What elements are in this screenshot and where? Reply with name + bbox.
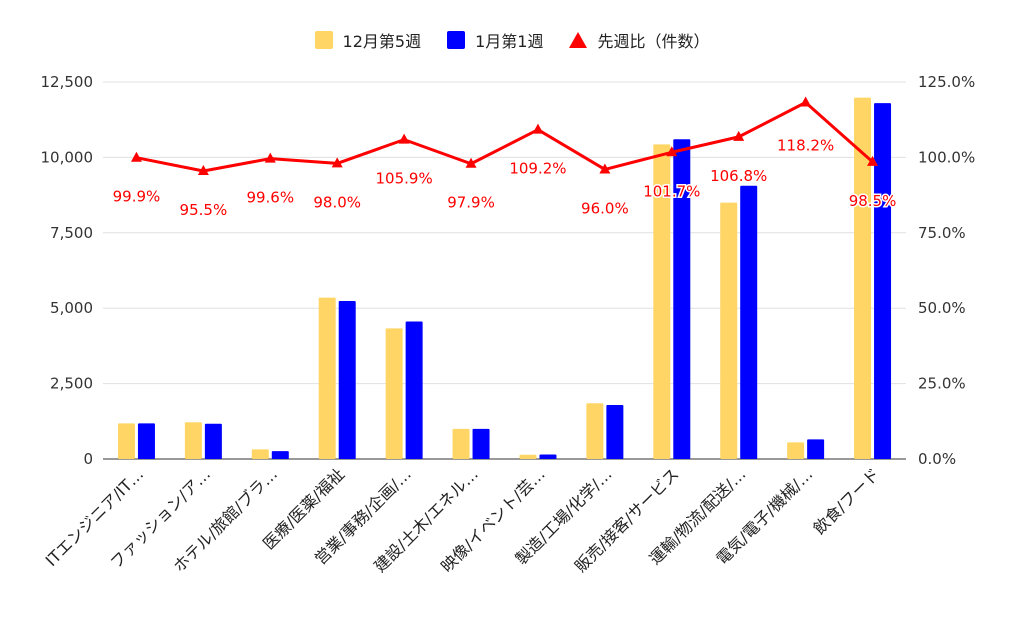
legend-triangle-icon bbox=[569, 32, 588, 48]
ratio-point bbox=[398, 133, 410, 144]
ratio-data-label: 99.9% bbox=[113, 188, 161, 206]
bar-jan-week1 bbox=[673, 139, 691, 459]
ratio-point bbox=[867, 155, 879, 166]
bar-dec-week5 bbox=[787, 442, 805, 459]
ratio-data-label: 96.0% bbox=[581, 199, 629, 217]
bar-jan-week1 bbox=[405, 321, 423, 459]
ratio-point bbox=[532, 123, 544, 134]
bar-dec-week5 bbox=[385, 328, 403, 459]
left-tick-label: 2,500 bbox=[50, 375, 93, 393]
ratio-point bbox=[733, 130, 745, 141]
ratio-data-label: 105.9% bbox=[376, 170, 433, 188]
left-tick-label: 10,000 bbox=[41, 148, 94, 166]
right-tick-label: 25.0% bbox=[918, 375, 966, 393]
right-tick-label: 0.0% bbox=[918, 450, 956, 468]
bar-dec-week5 bbox=[117, 423, 135, 459]
left-tick-label: 5,000 bbox=[50, 299, 93, 317]
ratio-data-label: 98.0% bbox=[313, 193, 361, 211]
legend-item-dec-week5: 12月第5週 bbox=[314, 28, 422, 52]
legend-swatch-jan-week1 bbox=[447, 31, 466, 49]
bar-jan-week1 bbox=[539, 454, 557, 459]
ratio-data-label: 106.8% bbox=[710, 167, 767, 185]
ratio-point bbox=[264, 152, 276, 163]
ratio-point bbox=[599, 163, 611, 174]
ratio-line bbox=[136, 101, 874, 173]
legend: 12月第5週 1月第1週 先週比（件数） bbox=[0, 28, 1024, 52]
bar-jan-week1 bbox=[740, 185, 758, 459]
bar-dec-week5 bbox=[586, 403, 604, 459]
bar-jan-week1 bbox=[204, 423, 222, 459]
bar-jan-week1 bbox=[807, 439, 825, 459]
ratio-data-label: 97.9% bbox=[447, 194, 495, 212]
ratio-point bbox=[197, 164, 209, 175]
bar-dec-week5 bbox=[519, 454, 537, 459]
ratio-point bbox=[800, 96, 812, 107]
left-tick-label: 0 bbox=[83, 450, 93, 468]
right-tick-label: 125.0% bbox=[918, 73, 975, 91]
category-label: 飲食/フード bbox=[810, 464, 884, 538]
bar-dec-week5 bbox=[854, 97, 872, 459]
bar-jan-week1 bbox=[874, 103, 892, 459]
legend-label-jan-week1: 1月第1週 bbox=[475, 32, 544, 51]
bar-dec-week5 bbox=[653, 144, 671, 459]
legend-item-week-ratio: 先週比（件数） bbox=[569, 28, 709, 52]
ratio-point bbox=[130, 151, 142, 162]
bar-jan-week1 bbox=[338, 300, 356, 459]
bar-dec-week5 bbox=[720, 202, 738, 459]
right-tick-label: 100.0% bbox=[918, 148, 975, 166]
bar-jan-week1 bbox=[472, 428, 490, 459]
left-tick-label: 12,500 bbox=[41, 73, 94, 91]
bar-jan-week1 bbox=[271, 451, 289, 459]
ratio-data-label: 118.2% bbox=[777, 137, 834, 155]
ratio-data-label: 99.6% bbox=[246, 189, 294, 207]
right-tick-label: 50.0% bbox=[918, 299, 966, 317]
ratio-data-label: 98.5% bbox=[849, 192, 897, 210]
ratio-point bbox=[331, 157, 343, 168]
ratio-point bbox=[465, 157, 477, 168]
bar-dec-week5 bbox=[452, 428, 470, 459]
legend-item-jan-week1: 1月第1週 bbox=[447, 28, 543, 52]
legend-label-dec-week5: 12月第5週 bbox=[342, 32, 422, 51]
bar-dec-week5 bbox=[318, 297, 336, 459]
bar-dec-week5 bbox=[251, 449, 269, 459]
left-tick-label: 7,500 bbox=[50, 224, 93, 242]
ratio-data-label: 109.2% bbox=[509, 160, 566, 178]
ratio-data-label: 95.5% bbox=[180, 201, 228, 219]
ratio-data-label: 101.7% bbox=[643, 182, 700, 200]
legend-label-week-ratio: 先週比（件数） bbox=[597, 32, 710, 51]
legend-swatch-dec-week5 bbox=[314, 31, 333, 49]
bar-dec-week5 bbox=[184, 422, 202, 459]
bar-jan-week1 bbox=[606, 405, 624, 459]
ratio-point bbox=[666, 146, 678, 157]
right-tick-label: 75.0% bbox=[918, 224, 966, 242]
bar-jan-week1 bbox=[137, 423, 155, 459]
